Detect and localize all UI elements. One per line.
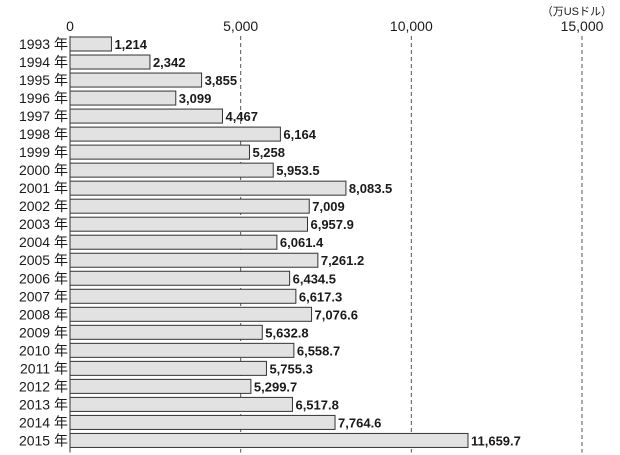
- bar: [69, 252, 319, 268]
- bar: [69, 432, 469, 448]
- category-label: 2005 年: [19, 252, 68, 268]
- bar: [69, 270, 291, 286]
- bar: [69, 414, 336, 430]
- value-label: 7,261.2: [321, 253, 364, 268]
- bar: [69, 126, 281, 142]
- value-label: 5,953.5: [276, 163, 319, 178]
- value-label: 3,855: [205, 73, 238, 88]
- x-tick-label: 10,000: [390, 18, 433, 34]
- bar: [69, 90, 177, 106]
- value-label: 11,659.7: [471, 433, 521, 448]
- value-label: 5,755.3: [269, 361, 312, 376]
- value-label: 6,558.7: [297, 343, 340, 358]
- category-label: 2011 年: [20, 360, 68, 376]
- value-label: 5,258: [252, 145, 285, 160]
- bar: [69, 288, 297, 304]
- value-labels: 1,214 2,342 3,855 3,099 4,467 6,164 5,258 5,953…: [114, 37, 520, 448]
- bar: [69, 360, 267, 376]
- category-label: 2003 年: [19, 216, 68, 232]
- category-label: 2002 年: [19, 198, 68, 214]
- value-label: 5,299.7: [254, 379, 297, 394]
- category-label: 1995 年: [19, 72, 68, 88]
- x-tick-label: 0: [66, 18, 74, 34]
- bar: [69, 378, 252, 394]
- x-tick-label: 15,000: [561, 18, 604, 34]
- category-label: 2010 年: [19, 342, 68, 358]
- category-label: 1999 年: [19, 144, 68, 160]
- category-label: 1998 年: [19, 126, 68, 142]
- value-label: 8,083.5: [349, 181, 392, 196]
- bar: [69, 234, 278, 250]
- value-label: 6,957.9: [310, 217, 353, 232]
- bar: [69, 144, 250, 160]
- bar: [69, 324, 263, 340]
- category-label: 2006 年: [19, 270, 68, 286]
- category-labels: 1993 年 1994 年 1995 年 1996 年 1997 年 1998 年 1999…: [19, 36, 68, 448]
- value-label: 7,009: [312, 199, 345, 214]
- value-label: 6,434.5: [293, 271, 336, 286]
- category-label: 2008 年: [19, 306, 68, 322]
- value-label: 6,517.8: [295, 397, 338, 412]
- category-label: 1996 年: [19, 90, 68, 106]
- bar: [69, 54, 151, 70]
- value-label: 7,076.6: [315, 307, 358, 322]
- category-label: 1993 年: [19, 36, 68, 52]
- bar: [69, 216, 308, 232]
- category-label: 2001 年: [19, 180, 68, 196]
- x-axis-unit-label: （万USドル）: [542, 5, 612, 18]
- value-label: 2,342: [153, 55, 186, 70]
- value-label: 7,764.6: [338, 415, 381, 430]
- bar: [69, 306, 313, 322]
- bar: [69, 342, 295, 358]
- bar: [69, 72, 203, 88]
- category-label: 2007 年: [19, 288, 68, 304]
- category-label: 2015 年: [19, 432, 68, 448]
- bar: [69, 162, 274, 178]
- value-label: 5,632.8: [265, 325, 308, 340]
- value-label: 6,617.3: [299, 289, 342, 304]
- category-label: 1997 年: [19, 108, 68, 124]
- bars: [69, 36, 469, 448]
- category-label: 1994 年: [19, 54, 68, 70]
- bar: [69, 198, 310, 214]
- value-label: 4,467: [225, 109, 258, 124]
- x-tick-label: 5,000: [223, 18, 258, 34]
- bar: [69, 36, 112, 52]
- category-label: 2009 年: [19, 324, 68, 340]
- x-axis-ticks: 0 5,000 10,000 15,000: [66, 18, 604, 34]
- category-label: 2004 年: [19, 234, 68, 250]
- value-label: 3,099: [179, 91, 212, 106]
- value-label: 6,061.4: [280, 235, 324, 250]
- value-label: 6,164: [283, 127, 316, 142]
- value-label: 1,214: [114, 37, 147, 52]
- category-label: 2014 年: [19, 414, 68, 430]
- category-label: 2012 年: [19, 378, 68, 394]
- bar: [69, 108, 223, 124]
- bar: [69, 396, 293, 412]
- category-label: 2000 年: [19, 162, 68, 178]
- bar: [69, 180, 347, 196]
- category-label: 2013 年: [19, 396, 68, 412]
